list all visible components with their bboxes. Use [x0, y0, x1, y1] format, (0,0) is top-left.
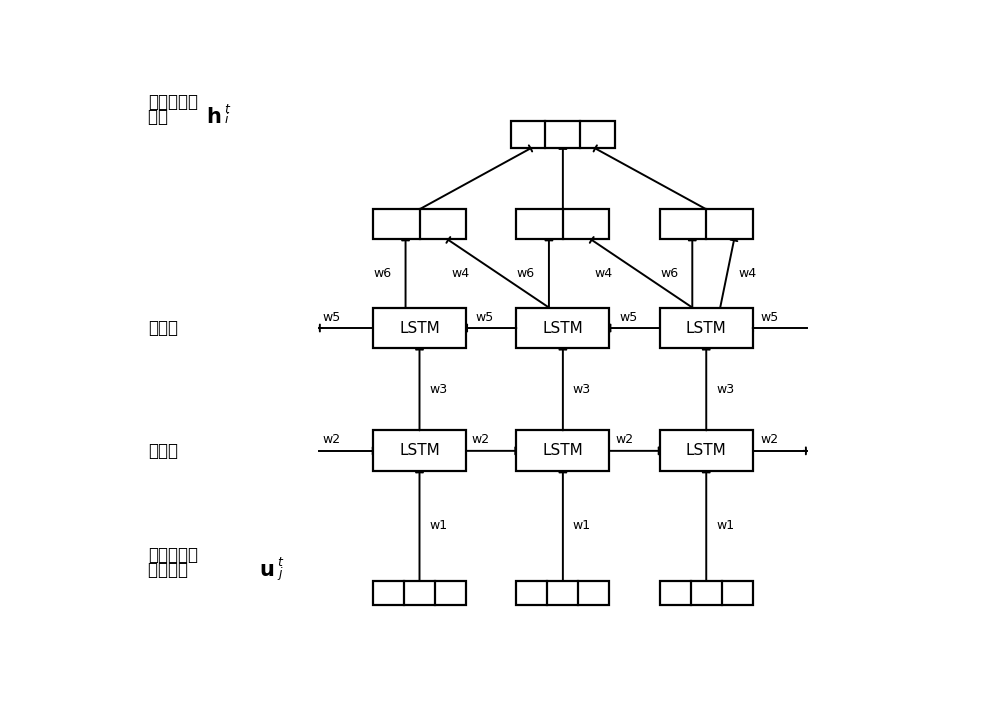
Bar [511, 121, 615, 148]
Bar [660, 308, 753, 349]
Text: w4: w4 [595, 267, 613, 280]
Text: w1: w1 [430, 520, 448, 532]
Text: LSTM: LSTM [399, 443, 440, 458]
Text: LSTM: LSTM [686, 320, 727, 335]
Text: w2: w2 [615, 433, 633, 447]
Text: w4: w4 [738, 267, 756, 280]
Text: 嵌入表示: 嵌入表示 [148, 561, 194, 579]
Text: w2: w2 [761, 433, 779, 447]
Bar [516, 581, 609, 605]
Text: w2: w2 [472, 433, 490, 447]
Text: LSTM: LSTM [542, 320, 583, 335]
Text: w5: w5 [761, 311, 779, 323]
Text: LSTM: LSTM [399, 320, 440, 335]
Text: 后向层: 后向层 [148, 319, 178, 337]
Text: $\mathbf{h}$: $\mathbf{h}$ [206, 107, 222, 127]
Text: w1: w1 [573, 520, 591, 532]
Bar [373, 581, 466, 605]
Text: w5: w5 [619, 311, 637, 323]
Bar [660, 430, 753, 471]
Text: 元数据加权: 元数据加权 [148, 547, 198, 564]
Text: w1: w1 [716, 520, 734, 532]
Text: w5: w5 [476, 311, 494, 323]
Bar [660, 209, 753, 240]
Text: 表示: 表示 [148, 108, 174, 126]
Bar [516, 430, 609, 471]
Text: $i$: $i$ [224, 112, 230, 125]
Bar [373, 430, 466, 471]
Text: $t$: $t$ [277, 557, 284, 569]
Text: LSTM: LSTM [686, 443, 727, 458]
Text: w4: w4 [451, 267, 469, 280]
Text: 前向层: 前向层 [148, 442, 178, 460]
Text: LSTM: LSTM [542, 443, 583, 458]
Bar [516, 209, 609, 240]
Text: w6: w6 [517, 267, 535, 280]
Text: w2: w2 [323, 433, 341, 447]
Text: w5: w5 [323, 311, 341, 323]
Text: w3: w3 [573, 383, 591, 396]
Text: w3: w3 [716, 383, 734, 396]
Text: 元数据特征: 元数据特征 [148, 94, 198, 111]
Bar [516, 308, 609, 349]
Bar [373, 209, 466, 240]
Text: $t$: $t$ [224, 103, 231, 116]
Bar [373, 308, 466, 349]
Bar [660, 581, 753, 605]
Text: w3: w3 [430, 383, 448, 396]
Text: $\mathbf{u}$: $\mathbf{u}$ [259, 560, 274, 580]
Text: $j$: $j$ [277, 565, 284, 582]
Text: w6: w6 [660, 267, 678, 280]
Text: w6: w6 [373, 267, 391, 280]
